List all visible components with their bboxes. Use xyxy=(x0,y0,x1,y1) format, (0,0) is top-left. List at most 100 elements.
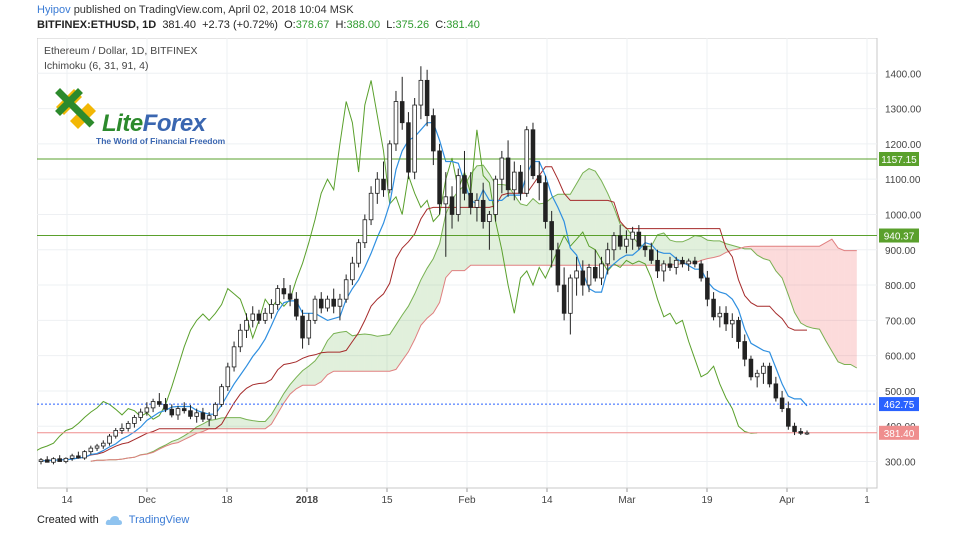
publish-header: Hyipov published on TradingView.com, Apr… xyxy=(37,3,354,18)
candle-body xyxy=(119,427,125,431)
candle-body xyxy=(779,397,785,409)
y-tick-label: 700.00 xyxy=(885,316,916,327)
ichimoku-cloud-segment xyxy=(620,224,627,266)
candle-body xyxy=(213,403,218,417)
leading-span-b-line xyxy=(90,238,857,462)
ichimoku-cloud-segment xyxy=(246,419,253,429)
candle-body xyxy=(661,263,667,272)
ichimoku-cloud-segment xyxy=(582,168,590,266)
y-tick-label: 1300.00 xyxy=(885,105,922,116)
leading-span-a-line xyxy=(90,164,858,462)
candle-body xyxy=(468,192,473,208)
conversion-line xyxy=(40,122,808,462)
candle-body xyxy=(181,408,187,412)
candle-body xyxy=(592,267,598,279)
ichimoku-cloud-segment xyxy=(234,417,241,429)
ichimoku-cloud-segment xyxy=(178,435,185,443)
ichimoku-cloud-segment xyxy=(601,180,608,266)
ichimoku-cloud-segment xyxy=(377,335,384,372)
candle-body xyxy=(773,383,779,399)
candle-body xyxy=(306,319,312,339)
ichimoku-cloud-segment xyxy=(825,239,832,352)
ichimoku-cloud-segment xyxy=(395,315,403,370)
candle-body xyxy=(543,182,548,222)
level-price-tag xyxy=(879,152,919,167)
ichimoku-cloud-segment xyxy=(371,334,378,372)
candle-body xyxy=(518,171,523,194)
candle-body xyxy=(568,277,573,314)
candle-body xyxy=(723,312,729,325)
level-price-label: 381.40 xyxy=(884,429,915,440)
candle-body xyxy=(655,259,660,272)
low-value: 375.26 xyxy=(395,19,430,31)
candle-body xyxy=(736,319,741,342)
liteforex-watermark: LiteForex The World of Financial Freedom xyxy=(52,85,252,155)
price-chart[interactable]: 300.00400.00500.00600.00700.00800.00900.… xyxy=(0,37,927,508)
author-link[interactable]: Hyipov xyxy=(37,4,71,16)
chart-area[interactable]: 300.00400.00500.00600.00700.00800.00900.… xyxy=(0,37,927,508)
ichimoku-cloud-segment xyxy=(520,203,527,266)
lagging-span-line xyxy=(0,80,758,463)
ichimoku-cloud-segment xyxy=(302,366,309,386)
ichimoku-cloud-segment xyxy=(283,384,291,403)
candle-body xyxy=(636,231,642,247)
ichimoku-cloud-segment xyxy=(476,165,484,266)
candle-body xyxy=(761,365,766,374)
ichimoku-cloud-segment xyxy=(402,306,409,361)
ichimoku-cloud-segment xyxy=(526,198,533,266)
candle-body xyxy=(555,249,561,286)
ichimoku-cloud-segment xyxy=(701,236,708,261)
candle-body xyxy=(493,178,498,215)
tradingview-link[interactable]: TradingView xyxy=(128,514,190,526)
ichimoku-cloud-segment xyxy=(439,214,446,303)
candle-body xyxy=(742,341,747,360)
candle-body xyxy=(649,249,654,261)
ichimoku-cloud-segment xyxy=(252,420,259,429)
candle-body xyxy=(443,196,449,205)
ichimoku-cloud-segment xyxy=(850,250,857,368)
y-tick-label: 900.00 xyxy=(885,246,916,257)
ichimoku-cloud-segment xyxy=(346,331,353,372)
candle-body xyxy=(399,101,405,124)
candle-body xyxy=(605,249,610,265)
candle-body xyxy=(748,358,754,378)
candle-body xyxy=(437,150,442,205)
candle-body xyxy=(125,423,131,429)
y-tick-label: 1100.00 xyxy=(885,175,921,186)
candle-body xyxy=(101,442,106,447)
symbol-label: BITFINEX:ETHUSD, 1D xyxy=(37,19,157,31)
candle-body xyxy=(804,432,810,435)
base-line xyxy=(40,166,807,462)
x-tick-label: Mar xyxy=(618,495,636,506)
candle-body xyxy=(250,313,256,321)
candle-body xyxy=(318,298,324,309)
candle-body xyxy=(406,122,411,173)
high-value: 388.00 xyxy=(346,19,381,31)
candle-body xyxy=(642,245,648,251)
candle-body xyxy=(767,365,772,385)
candle-body xyxy=(44,459,50,463)
candle-body xyxy=(786,408,791,427)
candle-body xyxy=(350,262,355,281)
ichimoku-cloud-segment xyxy=(420,268,428,326)
candle-body xyxy=(57,458,62,462)
ichimoku-cloud-segment xyxy=(358,334,365,372)
ichimoku-cloud-segment xyxy=(763,246,770,261)
candle-body xyxy=(549,221,554,251)
candle-body xyxy=(667,263,673,268)
candle-body xyxy=(82,451,87,459)
candle-body xyxy=(300,315,305,339)
ichimoku-cloud-segment xyxy=(483,165,490,266)
open-label: O: xyxy=(284,19,296,31)
ichimoku-cloud-segment xyxy=(209,419,216,429)
open-value: 378.67 xyxy=(295,19,330,31)
candle-body xyxy=(462,175,467,194)
candle-body xyxy=(157,401,162,405)
candle-body xyxy=(561,284,567,314)
candle-body xyxy=(474,199,480,208)
ichimoku-cloud-segment xyxy=(414,279,421,340)
candle-body xyxy=(200,412,206,420)
indicator-label: Ichimoku (6, 31, 91, 4) xyxy=(44,60,148,72)
candle-body xyxy=(387,143,393,191)
candle-body xyxy=(206,415,212,420)
